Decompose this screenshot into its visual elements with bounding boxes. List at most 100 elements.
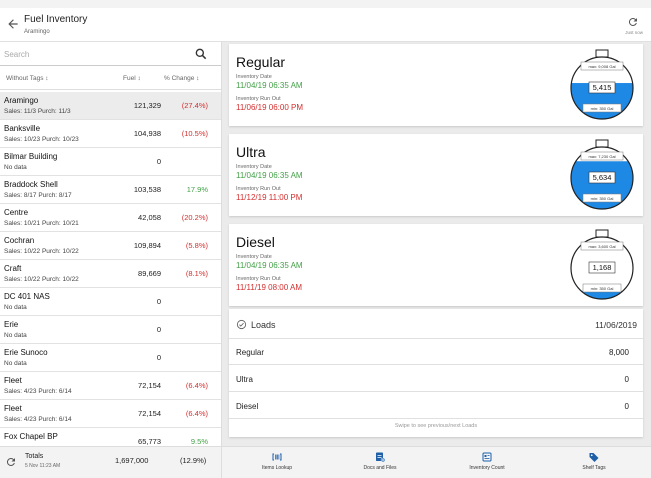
- station-change: (27.4%): [182, 101, 208, 110]
- fuel-level: [569, 161, 635, 212]
- station-sales-info: Sales: 10/22 Purch: 10/22: [4, 248, 79, 255]
- tank-card-ultra[interactable]: Ultra Inventory Date 11/04/19 06:35 AM Inve…: [229, 134, 643, 216]
- station-sales-info: No data: [4, 332, 27, 339]
- totals-change: (12.9%): [180, 456, 206, 465]
- station-name: Fleet: [4, 404, 22, 413]
- inventory-icon: [481, 451, 493, 463]
- station-change: (6.4%): [186, 409, 208, 418]
- fuel-sort-header[interactable]: Fuel ↕: [123, 75, 141, 82]
- station-sales-info: Sales: 10/22 Purch: 10/22: [4, 276, 79, 283]
- station-sales-info: Sales: 4/23 Purch: 6/14: [4, 416, 72, 423]
- load-row: Diesel 0: [229, 393, 643, 419]
- search-bar: [0, 42, 222, 66]
- station-fuel: 0: [157, 157, 161, 166]
- nav-items-lookup[interactable]: Items Lookup: [237, 449, 317, 477]
- change-sort-header[interactable]: % Change ↕: [164, 75, 199, 82]
- station-row[interactable]: Aramingo Sales: 11/3 Purch: 11/3 121,329 (2…: [0, 92, 222, 120]
- station-name: Braddock Shell: [4, 180, 58, 189]
- run-out-date: 11/12/19 11:00 PM: [236, 193, 302, 202]
- station-row[interactable]: Erie No data 0: [0, 316, 222, 344]
- tags-sort-header[interactable]: Without Tags ↕: [6, 75, 49, 82]
- refresh-icon[interactable]: [627, 16, 639, 28]
- fuel-level: [569, 291, 635, 302]
- loads-header: Loads 11/06/2019: [229, 309, 643, 339]
- inventory-date: 11/04/19 06:35 AM: [236, 261, 303, 270]
- station-row[interactable]: Fleet Sales: 4/23 Purch: 6/14 72,154 (6.4%): [0, 400, 222, 428]
- station-sales-info: No data: [4, 304, 27, 311]
- station-fuel: 0: [157, 353, 161, 362]
- station-name: Fleet: [4, 376, 22, 385]
- station-row[interactable]: Cochran Sales: 10/22 Purch: 10/22 109,894 (…: [0, 232, 222, 260]
- refresh-totals-icon[interactable]: [5, 456, 17, 468]
- tank-card-regular[interactable]: Regular Inventory Date 11/04/19 06:35 AM In…: [229, 44, 643, 126]
- tank-gauge: max: 3,600 Gal 1,168 min: 350 Gal: [569, 228, 635, 302]
- station-list: Aramingo Sales: 11/3 Purch: 11/3 121,329 (2…: [0, 92, 222, 446]
- loads-title: Loads: [251, 320, 276, 330]
- station-row[interactable]: Fox Chapel BP 65,773 9.5%: [0, 428, 222, 446]
- station-row[interactable]: Fleet Sales: 4/23 Purch: 6/14 72,154 (6.4%): [0, 372, 222, 400]
- barcode-icon: [271, 451, 283, 463]
- totals-label: Totals: [25, 453, 43, 460]
- station-change: (5.8%): [186, 241, 208, 250]
- tank-max: max: 3,600 Gal: [588, 244, 615, 249]
- load-grade: Ultra: [236, 375, 253, 384]
- run-out-date: 11/06/19 06:00 PM: [236, 103, 303, 112]
- station-sales-info: Sales: 10/23 Purch: 10/23: [4, 136, 79, 143]
- station-fuel: 89,669: [138, 269, 161, 278]
- station-sales-info: No data: [4, 164, 27, 171]
- station-row[interactable]: Bilmar Building No data 0: [0, 148, 222, 176]
- search-input[interactable]: [4, 47, 184, 61]
- load-value: 8,000: [609, 348, 629, 357]
- station-fuel: 42,058: [138, 213, 161, 222]
- nav-inventory-count[interactable]: Inventory Count: [447, 449, 527, 477]
- station-row[interactable]: Braddock Shell Sales: 8/17 Purch: 8/17 103…: [0, 176, 222, 204]
- grade-name: Ultra: [236, 144, 266, 160]
- station-name: Bilmar Building: [4, 152, 57, 161]
- station-name: Craft: [4, 264, 21, 273]
- load-row: Regular 8,000: [229, 339, 643, 365]
- tank-card-diesel[interactable]: Diesel Inventory Date 11/04/19 06:35 AM Inv…: [229, 224, 643, 306]
- station-row[interactable]: Erie Sunoco No data 0: [0, 344, 222, 372]
- station-change: (6.4%): [186, 381, 208, 390]
- tank-max: max: 9,008 Gal: [588, 64, 615, 69]
- loads-date: 11/06/2019: [595, 320, 637, 330]
- station-row[interactable]: Centre Sales: 10/21 Purch: 10/21 42,058 (20…: [0, 204, 222, 232]
- inventory-date-label: Inventory Date: [236, 164, 272, 170]
- station-name: Aramingo: [4, 96, 38, 105]
- station-sales-info: Sales: 8/17 Purch: 8/17: [4, 192, 72, 199]
- station-fuel: 103,538: [134, 185, 161, 194]
- run-out-label: Inventory Run Out: [236, 96, 281, 102]
- station-fuel: 104,938: [134, 129, 161, 138]
- nav-label: Inventory Count: [447, 465, 527, 471]
- station-fuel: 72,154: [138, 381, 161, 390]
- run-out-date: 11/11/19 08:00 AM: [236, 283, 302, 292]
- station-name: Erie: [4, 320, 18, 329]
- station-row[interactable]: DC 401 NAS No data 0: [0, 288, 222, 316]
- refresh-time: Just now: [625, 30, 643, 35]
- station-fuel: 0: [157, 325, 161, 334]
- tank-current: 5,415: [593, 83, 612, 92]
- loads-card[interactable]: Loads 11/06/2019 Regular 8,000 Ultra 0 D…: [229, 309, 643, 437]
- nav-docs-files[interactable]: Docs and Files: [340, 449, 420, 477]
- status-strip: [0, 0, 651, 8]
- docs-icon: [374, 451, 386, 463]
- station-change: 9.5%: [191, 437, 208, 446]
- inventory-date: 11/04/19 06:35 AM: [236, 171, 303, 180]
- station-name: Fox Chapel BP: [4, 432, 58, 441]
- station-sales-info: No data: [4, 360, 27, 367]
- tank-min: min: 350 Gal: [591, 106, 614, 111]
- station-change: 17.9%: [187, 185, 208, 194]
- tank-current: 5,634: [593, 173, 612, 182]
- back-arrow-icon[interactable]: [6, 17, 20, 31]
- station-sales-info: Sales: 4/23 Purch: 6/14: [4, 388, 72, 395]
- station-row[interactable]: Banksville Sales: 10/23 Purch: 10/23 104,9…: [0, 120, 222, 148]
- nav-label: Docs and Files: [340, 465, 420, 471]
- check-circle-icon: [236, 319, 247, 330]
- search-icon[interactable]: [194, 47, 208, 61]
- station-row[interactable]: Craft Sales: 10/22 Purch: 10/22 89,669 (8.1…: [0, 260, 222, 288]
- nav-label: Shelf Tags: [554, 465, 634, 471]
- station-fuel: 65,773: [138, 437, 161, 446]
- inventory-date-label: Inventory Date: [236, 254, 272, 260]
- nav-shelf-tags[interactable]: Shelf Tags: [554, 449, 634, 477]
- station-name: Cochran: [4, 236, 34, 245]
